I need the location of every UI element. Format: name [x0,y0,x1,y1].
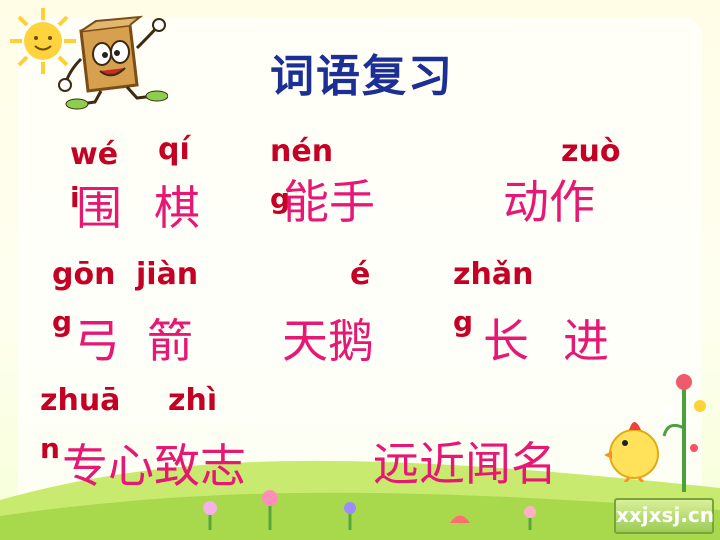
pinyin-qi: qí [158,132,190,167]
hanzi-wei: 围 [76,181,122,235]
paper-bag-mascot-icon [58,15,168,110]
grass-hill [0,460,720,540]
pinyin-zhi: zhì [168,383,218,418]
chick-icon [604,422,659,482]
sun-icon [10,8,76,74]
site-watermark: xxjxsj.cn [614,498,714,534]
pinyin-jian: jiàn [136,257,199,292]
content-card [18,18,702,522]
hanzi-nengshou: 能手 [283,175,375,229]
pinyin-wei: wé [70,137,119,172]
pinyin-tail-i: i [70,181,80,214]
hanzi-jin: 进 [563,314,609,368]
pinyin-zhang: zhǎn [453,257,534,292]
hanzi-yuanjinwenming: 远近闻名 [373,437,557,491]
pinyin-tail-g-row2-a: g [52,305,73,338]
pinyin-tail-n: n [40,432,60,465]
pinyin-tail-g-row2-b: g [453,305,474,338]
hanzi-tiane: 天鹅 [282,314,374,368]
pinyin-e: é [350,257,371,292]
flower-icon [203,490,536,530]
pinyin-zhuan: zhuā [40,383,121,418]
pinyin-zuo: zuò [561,134,621,169]
flower-icon [662,374,706,492]
hanzi-gong: 弓 [74,314,120,368]
pinyin-neng: nén [270,134,334,169]
hanzi-chang: 长 [483,314,529,368]
pinyin-tail-g-row1: g [270,182,291,215]
page-title: 词语复习 [270,51,454,102]
hanzi-qi: 棋 [154,181,200,235]
pinyin-gong: gōn [52,257,116,292]
hanzi-jian: 箭 [147,314,193,368]
hanzi-zhuanxinzhizhi: 专心致志 [62,439,246,493]
hanzi-dongzuo: 动作 [503,175,595,229]
